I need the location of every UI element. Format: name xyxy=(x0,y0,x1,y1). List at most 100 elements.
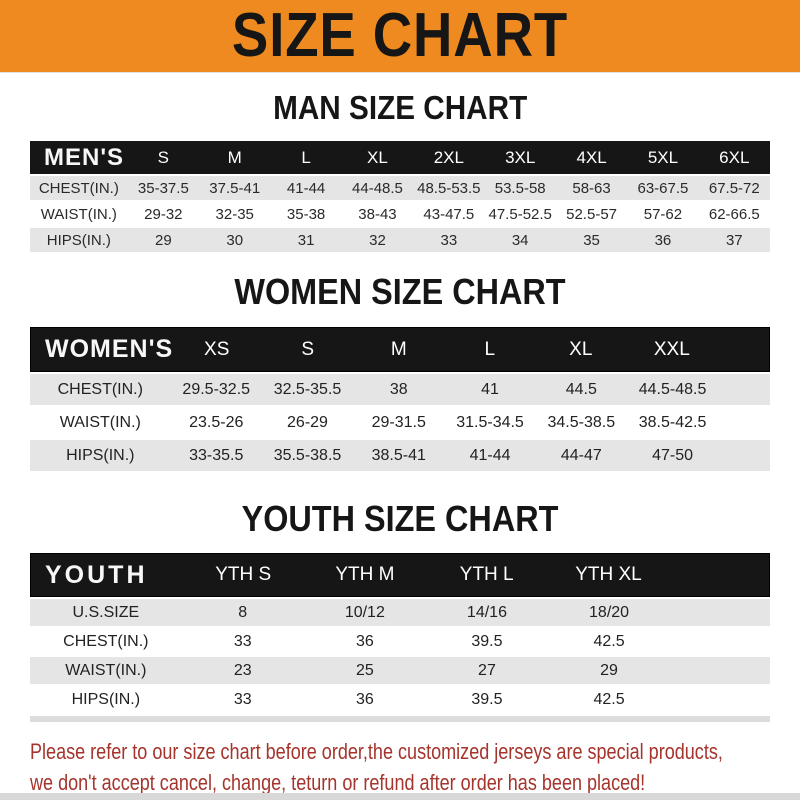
row-label: CHEST(IN.) xyxy=(57,380,143,398)
table-cell: 39.5 xyxy=(471,690,503,708)
row-label: HIPS(IN.) xyxy=(71,690,141,708)
table-cell: 35-37.5 xyxy=(137,179,189,197)
table-cell: 41 xyxy=(481,380,499,398)
table-header-cell: 5XL xyxy=(647,147,679,167)
table-row: WAIST(IN.) 23.5-26 26-29 29-31.5 31.5-34.5 34… xyxy=(30,407,770,438)
table-row: CHEST(IN.) 29.5-32.5 32.5-35.5 38 41 44.5 44.5… xyxy=(30,374,770,405)
table-header-cell: YTH L xyxy=(459,564,514,585)
table-cell: 36 xyxy=(355,632,374,650)
row-label: U.S.SIZE xyxy=(72,603,140,621)
row-label: HIPS(IN.) xyxy=(66,446,135,464)
table-cell: 35 xyxy=(583,231,600,249)
table-cell: 34.5-38.5 xyxy=(547,413,616,431)
row-label: HIPS(IN.) xyxy=(46,231,111,249)
disclaimer: Please refer to our size chart before or… xyxy=(30,736,800,798)
table-row: HIPS(IN.) 33-35.5 35.5-38.5 38.5-41 41-44 44-… xyxy=(30,440,770,471)
table-cell: 57-62 xyxy=(643,205,683,223)
table-cell: 36 xyxy=(355,690,374,708)
row-label: CHEST(IN.) xyxy=(38,179,119,197)
table-bottom-strip xyxy=(30,716,770,722)
row-label: WAIST(IN.) xyxy=(65,661,147,679)
table-row: WAIST(IN.) 23 25 27 29 xyxy=(30,657,770,684)
table-cell: 37 xyxy=(725,231,743,249)
table-header-cell: YTH M xyxy=(335,564,395,585)
table-cell: 62-66.5 xyxy=(708,205,760,223)
table-cell: 38-43 xyxy=(358,205,397,223)
table-header-cell: S xyxy=(301,338,315,360)
table-cell: 47-50 xyxy=(652,446,694,464)
table-header-cell: S xyxy=(157,147,170,167)
table-cell: 27 xyxy=(478,661,496,679)
table-cell: 44.5-48.5 xyxy=(638,380,707,398)
table-header-cell: XL xyxy=(569,338,593,360)
table-cell: 38.5-42.5 xyxy=(638,413,707,431)
table-row: WAIST(IN.) 29-32 32-35 35-38 38-43 43-47.5 47.… xyxy=(30,202,770,226)
table-header-cell: 6XL xyxy=(719,147,750,167)
table-cell: 38.5-41 xyxy=(371,446,426,464)
table-header-row: WOMEN'S XS S M L XL XXL xyxy=(30,327,770,372)
table-row: HIPS(IN.) 33 36 39.5 42.5 xyxy=(30,686,770,713)
women-section-title: WOMEN SIZE CHART xyxy=(234,271,566,312)
row-label: CHEST(IN.) xyxy=(63,632,149,650)
youth-section-title: YOUTH SIZE CHART xyxy=(241,498,559,539)
table-cell: 67.5-72 xyxy=(708,179,760,197)
table-header-cell: L xyxy=(301,147,311,167)
table-header-cell: 2XL xyxy=(433,147,464,167)
table-cell: 29-32 xyxy=(144,205,183,223)
table-cell: 33-35.5 xyxy=(189,446,244,464)
table-cell: 52.5-57 xyxy=(566,205,617,223)
table-row: HIPS(IN.) 29 30 31 32 33 34 35 36 37 xyxy=(30,228,770,252)
table-cell: 29.5-32.5 xyxy=(182,380,251,398)
table-cell: 39.5 xyxy=(471,632,503,650)
table-cell: 29-31.5 xyxy=(371,413,426,431)
table-cell: 33 xyxy=(233,632,252,650)
disclaimer-line-2: we don't accept cancel, change, teturn o… xyxy=(30,770,646,795)
table-cell: 10/12 xyxy=(344,603,385,621)
table-cell: 42.5 xyxy=(593,632,625,650)
table-cell: 43-47.5 xyxy=(423,205,475,223)
table-cell: 35-38 xyxy=(286,205,326,223)
table-cell: 18/20 xyxy=(589,603,630,621)
bottom-divider-strip xyxy=(0,793,800,800)
table-cell: 31.5-34.5 xyxy=(456,413,524,431)
table-header-cell: 4XL xyxy=(576,147,607,167)
women-size-table: WOMEN'S XS S M L XL XXL CHEST(IN.) 29.5-32.5 32.5… xyxy=(30,327,770,471)
table-header-row: YOUTH YTH S YTH M YTH L YTH XL xyxy=(30,553,770,597)
table-header-cell: XS xyxy=(204,338,230,360)
table-cell: 38 xyxy=(389,380,408,398)
table-cell: 25 xyxy=(355,661,374,679)
table-cell: 29 xyxy=(155,231,172,249)
table-cell: 23.5-26 xyxy=(189,413,244,431)
youth-size-chart-section: YOUTH SIZE CHART YOUTH YTH S YTH M YTH L YTH… xyxy=(0,501,800,722)
table-cell: 8 xyxy=(238,603,248,621)
table-cell: 37.5-41 xyxy=(209,179,261,197)
table-cell: 58-63 xyxy=(572,179,611,197)
table-row: U.S.SIZE 8 10/12 14/16 18/20 xyxy=(30,599,770,626)
table-header-cell: XL xyxy=(367,147,388,167)
table-cell: 41-44 xyxy=(286,179,326,197)
table-header-cell: XXL xyxy=(653,338,690,360)
youth-size-table: YOUTH YTH S YTH M YTH L YTH XL U.S.SIZE 8 10/12… xyxy=(30,553,770,713)
table-header-cell: YTH XL xyxy=(575,564,642,585)
table-row: CHEST(IN.) 35-37.5 37.5-41 41-44 44-48.5 48.5… xyxy=(30,176,770,200)
table-cell: 29 xyxy=(600,661,618,679)
table-cell: 26-29 xyxy=(287,413,328,431)
table-header-cell: YTH S xyxy=(215,564,272,585)
table-cell: 44-47 xyxy=(560,446,602,464)
table-header-row: MEN'S S M L XL 2XL 3XL 4XL 5XL 6XL xyxy=(30,141,770,174)
table-cell: 34 xyxy=(511,231,529,249)
table-cell: 36 xyxy=(654,231,672,249)
table-cell: 42.5 xyxy=(593,690,625,708)
table-cell: 33 xyxy=(440,231,458,249)
table-header-cell: L xyxy=(484,338,496,360)
table-header-cell: M xyxy=(227,147,242,167)
size-chart-banner: SIZE CHART xyxy=(0,0,800,73)
table-header-cell: M xyxy=(390,338,407,360)
table-cell: 63-67.5 xyxy=(637,179,689,197)
table-cell: 33 xyxy=(233,690,252,708)
table-cell: 44.5 xyxy=(565,380,597,398)
table-cell: 32.5-35.5 xyxy=(273,380,342,398)
man-section-title: MAN SIZE CHART xyxy=(272,89,528,126)
table-header-cell: 3XL xyxy=(505,147,536,167)
